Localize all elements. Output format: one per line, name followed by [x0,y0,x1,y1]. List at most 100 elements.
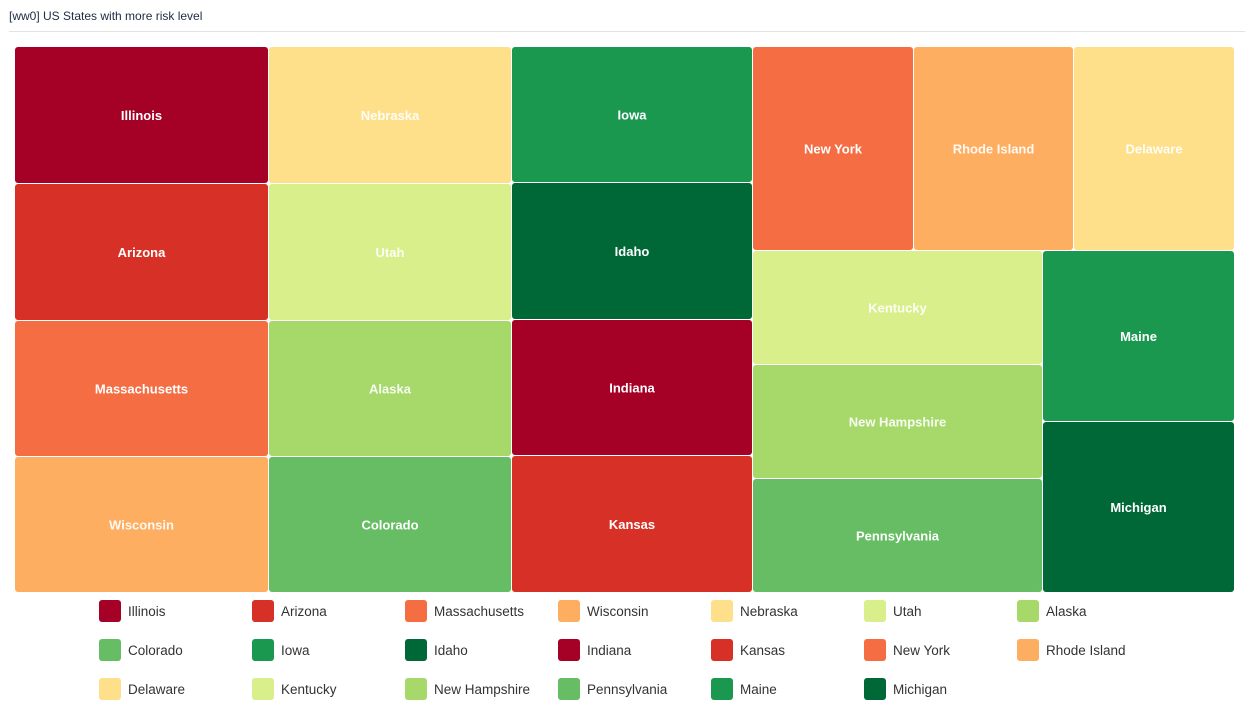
tile-rect-wisconsin[interactable] [15,457,268,592]
legend-label: Kansas [740,642,786,658]
tile-illinois[interactable]: Illinois [15,47,268,183]
tile-alaska[interactable]: Alaska [269,321,511,456]
tile-rect-nebraska[interactable] [269,47,511,183]
tile-rect-iowa[interactable] [512,47,752,182]
tile-utah[interactable]: Utah [269,184,511,320]
tile-label-kentucky: Kentucky [868,301,927,316]
legend-item-pennsylvania[interactable]: Pennsylvania [558,678,667,700]
legend-label: Idaho [434,642,468,658]
tile-rect-illinois[interactable] [15,47,268,183]
tile-massachusetts[interactable]: Massachusetts [15,321,268,456]
tile-rect-pennsylvania[interactable] [753,479,1042,592]
tile-rect-kentucky[interactable] [753,251,1042,364]
legend-item-kentucky[interactable]: Kentucky [252,678,337,700]
legend-swatch [252,678,274,700]
tile-label-pennsylvania: Pennsylvania [856,529,940,544]
legend-item-delaware[interactable]: Delaware [99,678,185,700]
tile-rect-arizona[interactable] [15,184,268,320]
legend-item-wisconsin[interactable]: Wisconsin [558,600,649,622]
tile-rect-massachusetts[interactable] [15,321,268,456]
legend-item-michigan[interactable]: Michigan [864,678,947,700]
legend-label: Indiana [587,642,632,658]
tile-rect-new-hampshire[interactable] [753,365,1042,478]
tile-iowa[interactable]: Iowa [512,47,752,182]
tile-maine[interactable]: Maine [1043,251,1234,421]
tile-pennsylvania[interactable]: Pennsylvania [753,479,1042,592]
tile-arizona[interactable]: Arizona [15,184,268,320]
tile-michigan[interactable]: Michigan [1043,422,1234,592]
tile-rect-maine[interactable] [1043,251,1234,421]
legend-item-alaska[interactable]: Alaska [1017,600,1087,622]
legend-item-nebraska[interactable]: Nebraska [711,600,798,622]
tile-new-hampshire[interactable]: New Hampshire [753,365,1042,478]
legend-label: New York [893,642,951,658]
tile-label-massachusetts: Massachusetts [95,382,188,397]
tile-rect-colorado[interactable] [269,457,511,592]
tile-nebraska[interactable]: Nebraska [269,47,511,183]
tile-kansas[interactable]: Kansas [512,456,752,592]
tile-label-colorado: Colorado [361,518,418,533]
legend-item-rhode-island[interactable]: Rhode Island [1017,639,1126,661]
tile-label-kansas: Kansas [609,517,655,532]
tile-rect-michigan[interactable] [1043,422,1234,592]
legend-item-massachusetts[interactable]: Massachusetts [405,600,524,622]
legend-swatch [558,639,580,661]
tile-label-new-hampshire: New Hampshire [849,415,947,430]
tile-label-arizona: Arizona [118,245,166,260]
legend-item-utah[interactable]: Utah [864,600,922,622]
tile-rect-new-york[interactable] [753,47,913,250]
legend-label: Illinois [128,603,166,619]
legend-item-arizona[interactable]: Arizona [252,600,327,622]
tile-label-alaska: Alaska [369,382,412,397]
tile-label-wisconsin: Wisconsin [109,518,174,533]
treemap-chart: Illinois Arizona Massachusetts Wisconsin Neb… [15,47,1234,592]
legend-swatch [99,600,121,622]
legend-item-colorado[interactable]: Colorado [99,639,183,661]
legend-swatch [405,600,427,622]
legend-label: Michigan [893,681,948,697]
legend-swatch [711,678,733,700]
tile-label-new-york: New York [804,142,863,157]
legend-swatch [711,639,733,661]
legend-swatch [405,639,427,661]
tile-kentucky[interactable]: Kentucky [753,251,1042,364]
legend-label: Kentucky [281,681,337,697]
legend-swatch [864,678,886,700]
legend-label: Iowa [281,642,310,658]
tile-rect-delaware[interactable] [1074,47,1234,250]
legend-item-iowa[interactable]: Iowa [252,639,310,661]
tile-colorado[interactable]: Colorado [269,457,511,592]
tile-idaho[interactable]: Idaho [512,183,752,319]
legend-item-illinois[interactable]: Illinois [99,600,166,622]
tile-rect-rhode-island[interactable] [914,47,1073,250]
legend-item-maine[interactable]: Maine [711,678,777,700]
tile-wisconsin[interactable]: Wisconsin [15,457,268,592]
tile-rect-idaho[interactable] [512,183,752,319]
tile-rect-alaska[interactable] [269,321,511,456]
legend-label: Colorado [128,642,183,658]
tile-delaware[interactable]: Delaware [1074,47,1234,250]
tile-label-rhode-island: Rhode Island [953,142,1035,157]
tile-label-iowa: Iowa [618,108,648,123]
legend-item-kansas[interactable]: Kansas [711,639,785,661]
legend-swatch [1017,600,1039,622]
legend-item-new-york[interactable]: New York [864,639,950,661]
legend-item-new-hampshire[interactable]: New Hampshire [405,678,530,700]
legend-swatch [252,600,274,622]
tile-new-york[interactable]: New York [753,47,913,250]
legend-swatch [558,678,580,700]
tile-rect-indiana[interactable] [512,320,752,455]
tile-rect-utah[interactable] [269,184,511,320]
tile-label-delaware: Delaware [1125,142,1182,157]
legend-item-idaho[interactable]: Idaho [405,639,468,661]
legend-item-indiana[interactable]: Indiana [558,639,631,661]
title-divider [9,31,1245,32]
tile-label-michigan: Michigan [1110,500,1166,515]
tile-rect-kansas[interactable] [512,456,752,592]
tile-indiana[interactable]: Indiana [512,320,752,455]
legend-label: Arizona [281,603,327,619]
tile-label-illinois: Illinois [121,108,162,123]
legend-label: New Hampshire [434,681,531,697]
tile-rhode-island[interactable]: Rhode Island [914,47,1073,250]
legend-label: Alaska [1046,603,1087,619]
